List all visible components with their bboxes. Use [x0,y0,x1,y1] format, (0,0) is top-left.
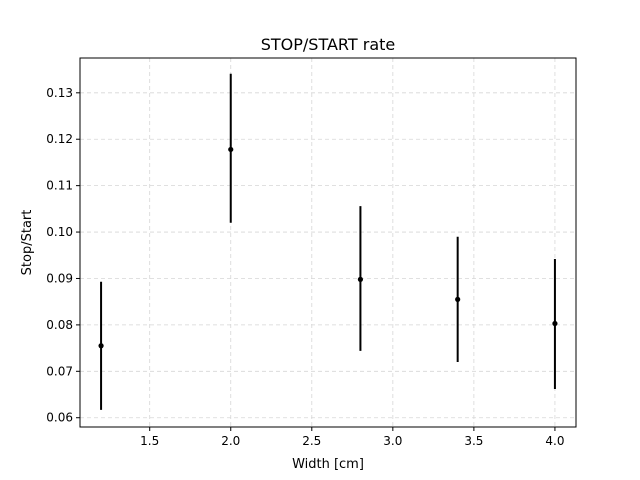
ticks: 1.5 2.0 2.5 3.0 3.5 4.0 0.06 0.07 0.08 0.09 0.10 0.… [46,86,564,448]
chart-title: STOP/START rate [261,35,396,54]
data-point [357,276,364,282]
x-tick-label: 4.0 [545,434,564,448]
y-tick-label: 0.09 [46,271,73,285]
data-point [228,146,234,153]
y-tick-label: 0.10 [46,225,73,239]
data-point [98,343,104,349]
y-tick-label: 0.13 [46,86,73,100]
x-tick-label: 3.0 [383,434,402,448]
y-tick-label: 0.12 [46,132,73,146]
x-tick-label: 3.5 [464,434,483,448]
data-layer [98,73,558,410]
x-tick-label: 2.5 [302,434,321,448]
y-axis-label: Stop/Start [20,210,35,276]
x-axis-label: Width [cm] [292,457,364,472]
y-tick-label: 0.06 [46,411,73,425]
grid [80,58,576,427]
plot-frame [79,57,577,428]
data-point [552,320,558,327]
x-tick-label: 1.5 [140,434,159,448]
y-tick-label: 0.11 [46,179,73,193]
y-tick-label: 0.08 [46,318,73,332]
data-point [455,296,461,302]
x-tick-label: 2.0 [221,434,240,448]
y-tick-label: 0.07 [46,364,73,378]
